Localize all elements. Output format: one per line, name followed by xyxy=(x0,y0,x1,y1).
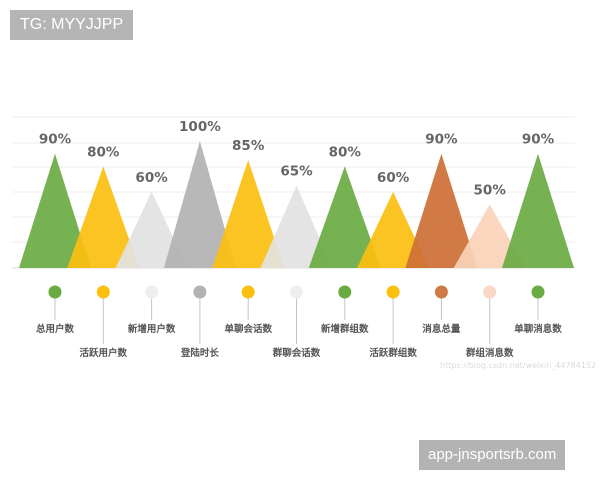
value-label: 50% xyxy=(474,183,507,199)
legend: 总用户数活跃用户数新增用户数登陆时长单聊会话数群聊会话数新增群组数活跃群组数消息… xyxy=(36,285,562,359)
legend-dot xyxy=(48,285,62,299)
value-label: 90% xyxy=(425,132,458,148)
value-label: 100% xyxy=(179,119,221,135)
triangle-mark xyxy=(67,166,140,268)
value-label: 90% xyxy=(39,132,72,148)
triangle-mark xyxy=(405,153,478,268)
value-labels: 90% 80% 60% 100% 85% 65% 80% 60% 90% 50% 90% xyxy=(39,119,555,199)
legend-dot xyxy=(96,285,110,299)
triangle-mark xyxy=(212,160,285,268)
category-label: 单聊会话数 xyxy=(224,323,272,335)
category-label: 活跃用户数 xyxy=(80,347,128,359)
legend-dot xyxy=(386,285,400,299)
value-label: 65% xyxy=(280,163,313,179)
value-label: 80% xyxy=(329,144,362,160)
category-label: 登陆时长 xyxy=(180,347,220,359)
tg-tag: TG: MYYJJPP xyxy=(10,10,134,40)
category-label: 活跃群组数 xyxy=(369,347,417,359)
value-label: 90% xyxy=(522,132,555,148)
legend-dot xyxy=(193,285,207,299)
category-label: 总用户数 xyxy=(36,323,75,335)
triangle-mark xyxy=(308,166,381,268)
legend-dot xyxy=(434,285,448,299)
legend-dot xyxy=(241,285,255,299)
legend-dot xyxy=(531,285,545,299)
triangle-mark xyxy=(260,185,333,268)
domain-tag: app-jnsportsrb.com xyxy=(419,440,566,470)
watermark: https://blog.csdn.net/weixin_44784152 xyxy=(440,361,597,370)
value-label: 80% xyxy=(87,144,120,160)
legend-dot xyxy=(338,285,352,299)
triangle-mark xyxy=(357,191,430,268)
triangle-mark xyxy=(163,141,236,268)
triangles xyxy=(19,141,574,268)
value-label: 85% xyxy=(232,138,265,154)
legend-dot xyxy=(483,285,497,299)
category-label: 新增群组数 xyxy=(321,323,369,335)
value-label: 60% xyxy=(135,170,168,186)
value-label: 60% xyxy=(377,170,410,186)
legend-dot xyxy=(145,285,159,299)
category-label: 新增用户数 xyxy=(128,323,176,335)
category-label: 群组消息数 xyxy=(465,347,514,359)
category-label: 单聊消息数 xyxy=(514,323,562,335)
triangle-mark xyxy=(502,153,574,268)
category-label: 消息总量 xyxy=(422,323,461,335)
category-label: 群聊会话数 xyxy=(272,347,321,359)
triangle-mark xyxy=(19,153,91,268)
legend-dot xyxy=(290,285,303,299)
